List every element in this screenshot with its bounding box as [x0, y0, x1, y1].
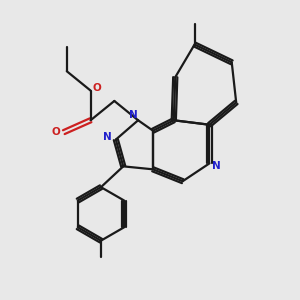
Text: O: O — [93, 82, 101, 93]
Text: N: N — [129, 110, 138, 120]
Text: N: N — [103, 132, 111, 142]
Text: O: O — [52, 127, 61, 137]
Text: N: N — [212, 161, 220, 171]
